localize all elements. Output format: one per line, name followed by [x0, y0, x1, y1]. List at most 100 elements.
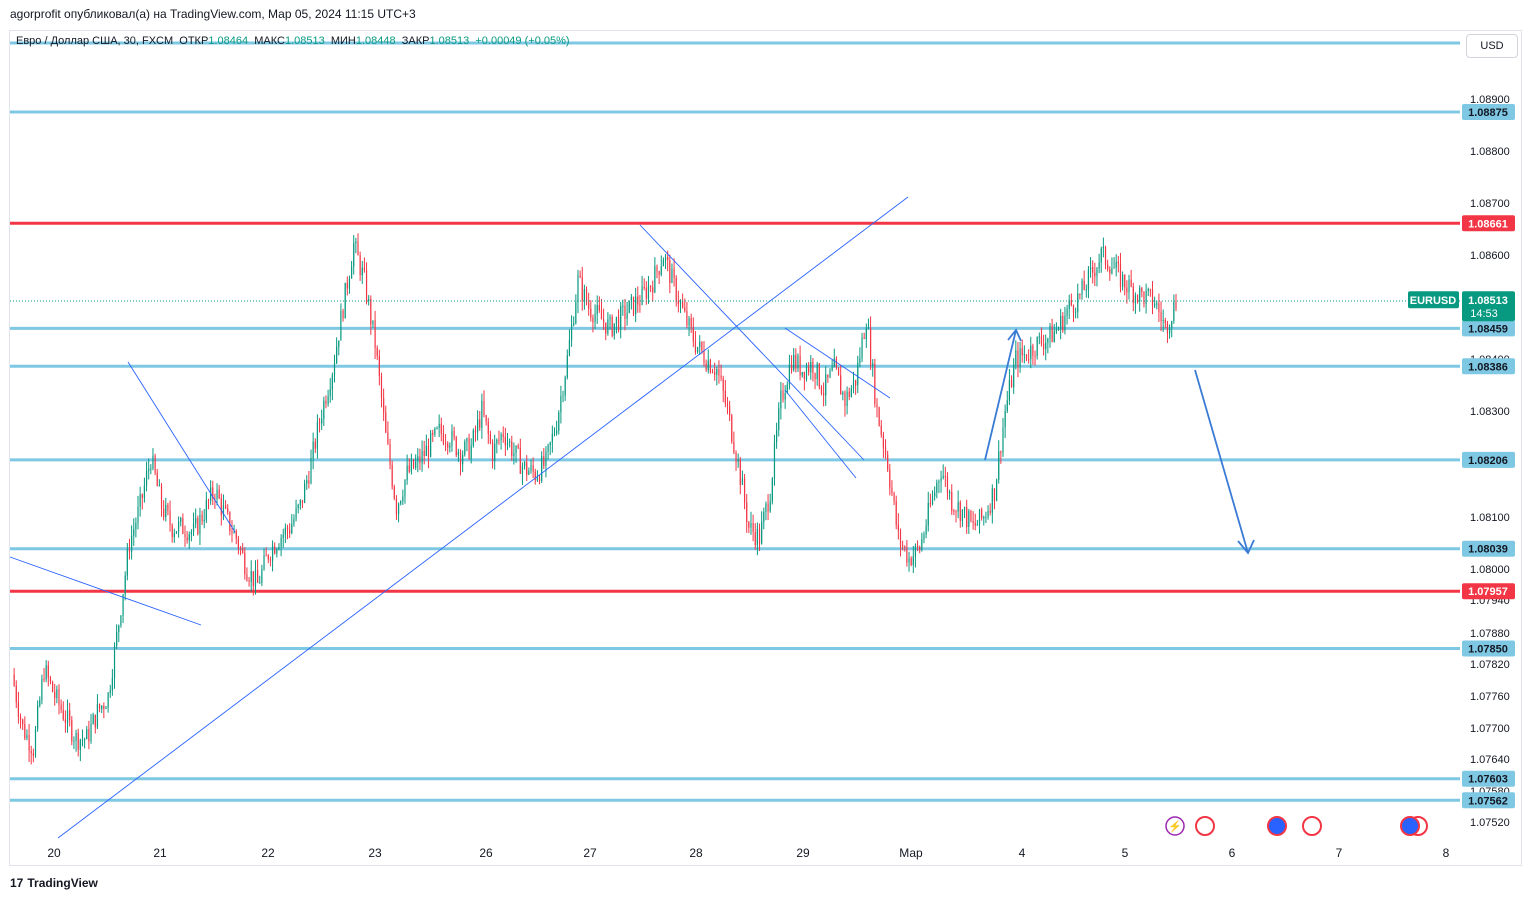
candle — [412, 458, 415, 470]
candle — [519, 438, 521, 474]
candle — [688, 316, 690, 337]
trend-line-27-falling[interactable] — [639, 224, 865, 461]
candle — [357, 233, 359, 256]
level-tag-label-10: 1.07562 — [1468, 795, 1508, 807]
candle — [953, 509, 955, 516]
candle — [1036, 336, 1038, 360]
candle — [652, 280, 654, 302]
candle — [1070, 293, 1072, 307]
us-flag-event-icon[interactable] — [1195, 816, 1215, 836]
candle — [368, 295, 370, 306]
open-value: 1.08464 — [208, 35, 249, 47]
candle — [970, 509, 972, 523]
time-axis[interactable]: 20 21 22 23 26 27 28 29 Мар 4 5 6 7 8 — [47, 846, 1449, 860]
trend-line-left-falling[interactable] — [9, 556, 202, 626]
candle — [889, 463, 891, 496]
candle — [942, 464, 944, 480]
up-arrow[interactable] — [984, 328, 1022, 461]
candle — [1051, 318, 1053, 343]
forecast-down-arrow[interactable] — [1194, 369, 1255, 555]
candle — [511, 435, 513, 461]
candle — [963, 506, 966, 519]
candle — [515, 445, 517, 463]
candle — [246, 567, 248, 582]
candle — [348, 275, 351, 294]
candle — [664, 253, 667, 269]
candle — [434, 427, 436, 437]
candle — [1072, 304, 1075, 323]
us-flag-event-icon-2[interactable] — [1302, 816, 1322, 836]
candle — [951, 484, 953, 515]
candle — [361, 261, 363, 284]
candle — [24, 716, 26, 741]
candle — [799, 345, 801, 381]
eu-flag-event-icon-3[interactable] — [1400, 816, 1420, 836]
eu-flag-event-icon[interactable] — [1267, 816, 1287, 836]
candle — [605, 322, 607, 341]
y-tick-5: 1.08300 — [1470, 406, 1510, 418]
candle — [987, 505, 989, 520]
price-axis[interactable]: 1.089001.088001.087001.086001.084001.083… — [1470, 94, 1510, 829]
candle — [297, 503, 299, 514]
candle — [998, 440, 1000, 484]
tradingview-logo-icon: 17 — [10, 876, 24, 890]
candle — [370, 295, 372, 335]
candle — [327, 389, 329, 407]
channel-line-lower[interactable] — [784, 389, 857, 479]
candle — [291, 514, 293, 535]
candle — [17, 691, 20, 724]
candle — [694, 331, 697, 355]
candle — [737, 453, 739, 468]
lightning-event-icon[interactable] — [1165, 816, 1185, 836]
candle — [51, 680, 54, 693]
candle — [120, 614, 122, 628]
candle — [699, 335, 701, 356]
candle — [122, 593, 124, 624]
candle — [573, 316, 575, 327]
candle — [1115, 254, 1117, 277]
candle — [596, 295, 598, 324]
candle — [553, 427, 556, 437]
trend-line-21-falling[interactable] — [127, 361, 236, 533]
candle — [329, 378, 331, 403]
candle — [314, 438, 316, 453]
candle — [899, 528, 902, 557]
candle — [169, 500, 171, 532]
candle — [235, 529, 237, 545]
candle — [656, 264, 658, 279]
candle — [934, 486, 936, 501]
candle — [47, 660, 49, 687]
trend-line-rising[interactable] — [57, 196, 909, 839]
candle — [69, 702, 71, 727]
candle — [90, 713, 92, 744]
candle — [494, 434, 496, 470]
currency-button[interactable]: USD — [1466, 34, 1518, 58]
candle — [1107, 259, 1109, 272]
candle — [754, 523, 756, 550]
candle — [1002, 417, 1004, 457]
candle — [635, 287, 637, 323]
candle — [632, 296, 635, 317]
candle — [767, 494, 769, 521]
candle — [139, 486, 141, 517]
candle — [748, 520, 750, 534]
candle — [547, 443, 549, 460]
candle — [669, 254, 671, 294]
candle — [577, 269, 579, 314]
candle — [564, 375, 566, 401]
low-label: МИН — [330, 35, 356, 47]
symbol-name[interactable]: Евро / Доллар США, 30, FXCM — [16, 35, 174, 47]
level-tag-label-2: 1.08661 — [1468, 218, 1508, 230]
candle — [865, 323, 867, 348]
channel-line-upper[interactable] — [784, 327, 891, 399]
level-tag-6 — [1462, 540, 1515, 557]
candle — [64, 710, 66, 733]
candle — [248, 577, 250, 587]
candle — [233, 524, 235, 534]
candle — [340, 303, 342, 341]
candle — [1147, 287, 1149, 297]
candle — [1158, 293, 1160, 322]
candle — [910, 556, 912, 567]
candle — [216, 483, 218, 506]
